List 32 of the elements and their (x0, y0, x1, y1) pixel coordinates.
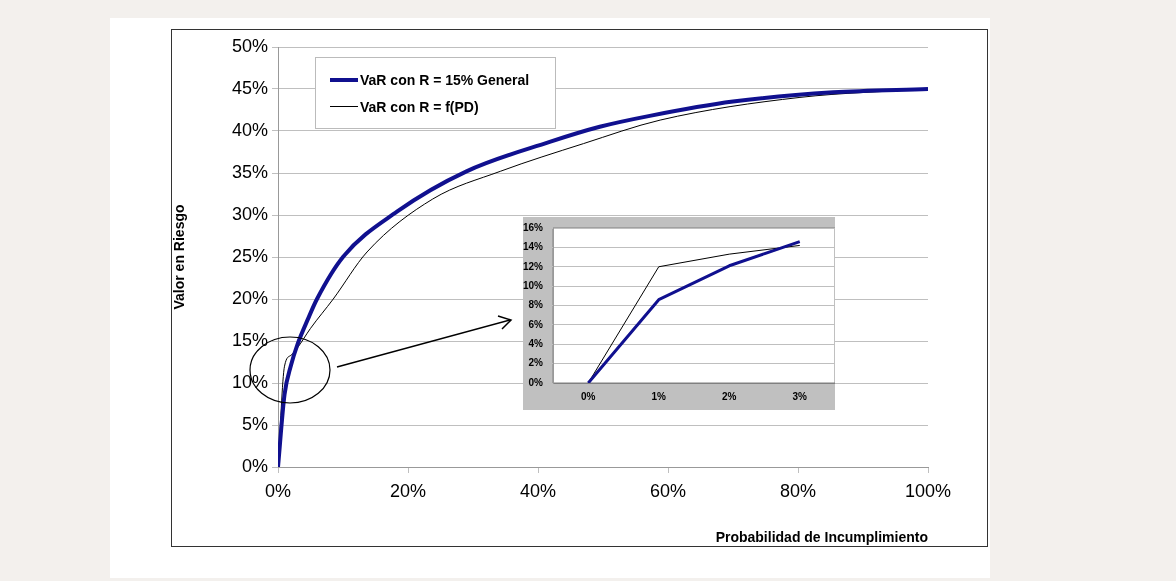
y-tick-label: 35% (231, 161, 268, 182)
y-tick-label: 14% (522, 241, 544, 253)
y-tick-label: 4% (528, 338, 544, 349)
y-tick-label: 20% (231, 287, 268, 308)
y-tick-label: 15% (231, 329, 268, 350)
y-tick-label: 50% (231, 35, 268, 56)
legend-label: VaR con R = 15% General (360, 71, 530, 88)
y-tick-label: 30% (231, 203, 268, 224)
x-tick-label: 80% (779, 480, 817, 501)
y-tick-label: 16% (522, 221, 544, 233)
y-tick-label: 10% (522, 279, 544, 291)
legend-label: VaR con R = f(PD) (360, 98, 479, 115)
y-tick-label: 5% (241, 413, 268, 434)
x-tick-label: 2% (722, 390, 737, 402)
y-tick-label: 0% (241, 455, 268, 476)
x-tick-label: 0% (264, 480, 292, 501)
y-tick-label: 0% (528, 376, 544, 388)
y-tick-label: 2% (528, 357, 544, 369)
x-tick-label: 60% (649, 480, 687, 501)
x-tick-label: 3% (792, 390, 808, 402)
y-axis-title: Valor en Riesgo (171, 204, 188, 310)
y-tick-label: 40% (231, 119, 268, 140)
x-axis-title: Probabilidad de Incumplimiento (715, 529, 928, 546)
y-tick-label: 6% (528, 318, 544, 330)
y-tick-label: 12% (522, 260, 544, 272)
x-tick-label: 1% (651, 390, 667, 402)
x-tick-label: 0% (581, 390, 596, 402)
y-tick-label: 25% (231, 245, 268, 266)
y-tick-label: 8% (528, 299, 544, 311)
y-tick-label: 45% (231, 77, 268, 98)
x-tick-label: 100% (904, 480, 952, 501)
x-tick-label: 20% (389, 480, 427, 501)
